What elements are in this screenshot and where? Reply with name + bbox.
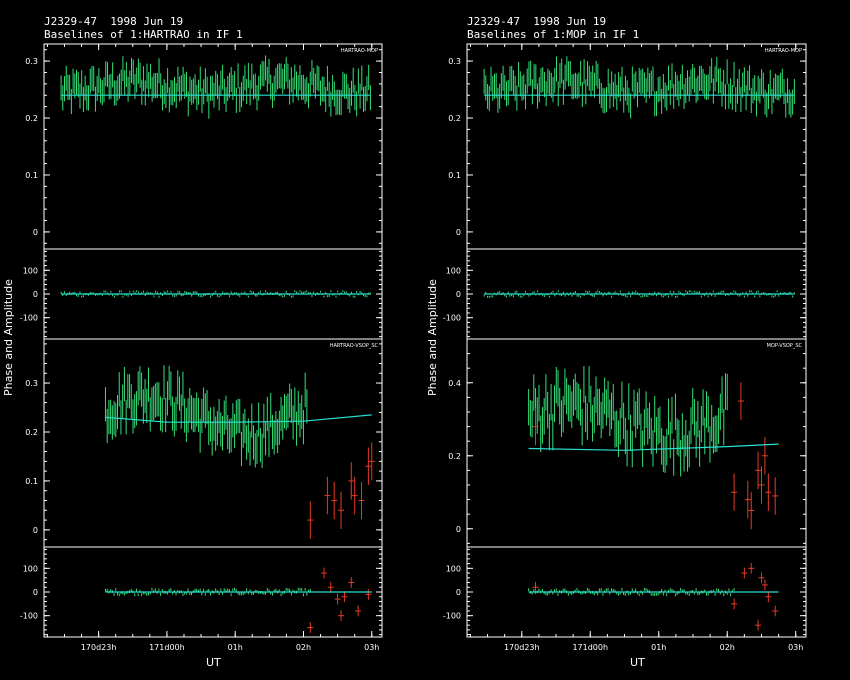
y-tick-label: 100 (446, 266, 461, 275)
y-tick-label: 100 (446, 564, 461, 573)
y-tick-label: 0.2 (25, 114, 38, 123)
y-tick-label: -100 (443, 612, 461, 621)
x-tick-label: 01h (228, 643, 243, 652)
y-tick-label: 0.2 (25, 428, 38, 437)
y-tick-label: 100 (23, 266, 38, 275)
y-tick-label: 0 (33, 228, 38, 237)
y-tick-label: 0.1 (25, 171, 38, 180)
y-tick-label: 0.4 (448, 379, 461, 388)
y-tick-label: 0 (33, 588, 38, 597)
y-tick-label: -100 (20, 314, 38, 323)
plot-frame (43, 43, 383, 638)
y-tick-label: 0.1 (448, 171, 461, 180)
x-tick-label: 171d00h (572, 643, 608, 652)
baseline-label: HARTRAO-VSOP_SC (330, 343, 379, 349)
x-tick-label: 02h (720, 643, 735, 652)
model-line (528, 443, 779, 451)
y-tick-label: 0 (33, 290, 38, 299)
y-tick-label: 0.1 (25, 477, 38, 486)
x-axis-label-left: UT (206, 656, 221, 669)
y-tick-label: 0 (456, 588, 461, 597)
x-tick-label: 171d00h (149, 643, 185, 652)
x-tick-label: 02h (296, 643, 311, 652)
y-tick-label: 0 (33, 526, 38, 535)
plot-title-left: J2329-47 1998 Jun 19 (44, 15, 184, 28)
model-line (105, 414, 372, 423)
x-tick-label: 03h (788, 643, 803, 652)
baseline-label: MOP-VSOP_SC (767, 343, 803, 349)
x-tick-label: 170d23h (81, 643, 117, 652)
y-tick-label: 0 (456, 228, 461, 237)
y-tick-label: 0.3 (25, 379, 38, 388)
x-axis-label-right: UT (630, 656, 645, 669)
plot-subtitle-left: Baselines of 1:HARTRAO in IF 1 (44, 28, 243, 41)
baseline-label: HARTRAO-MOP (765, 48, 802, 54)
y-tick-label: 100 (23, 564, 38, 573)
plot-subtitle-right: Baselines of 1:MOP in IF 1 (467, 28, 640, 41)
y-tick-label: -100 (20, 612, 38, 621)
y-tick-label: 0.3 (25, 57, 38, 66)
x-tick-label: 01h (651, 643, 666, 652)
y-tick-label: -100 (443, 314, 461, 323)
x-tick-label: 03h (364, 643, 379, 652)
y-tick-label: 0.3 (448, 57, 461, 66)
x-tick-label: 170d23h (504, 643, 540, 652)
y-tick-label: 0.2 (448, 114, 461, 123)
y-tick-label: 0 (456, 290, 461, 299)
plot-title-right: J2329-47 1998 Jun 19 (467, 15, 607, 28)
y-tick-label: 0.2 (448, 452, 461, 461)
baseline-label: HARTRAO-MOP (341, 48, 378, 54)
plot-frame (466, 43, 807, 638)
y-tick-label: 0 (456, 525, 461, 534)
